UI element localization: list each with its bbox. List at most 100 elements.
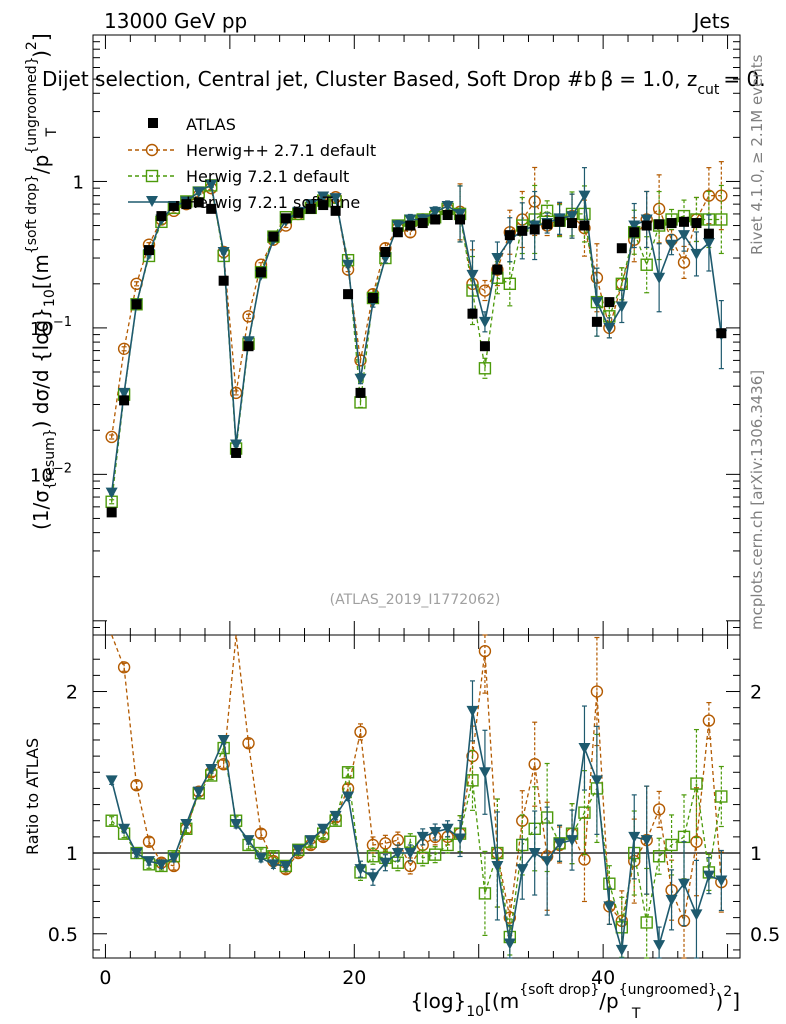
atlas-data-point — [330, 205, 341, 216]
ratio-y-tick-label-right: 2 — [750, 682, 762, 704]
title-tail: = 0. — [723, 67, 765, 91]
softtune-point — [478, 316, 491, 328]
softtune-point — [678, 878, 691, 890]
atlas-data-point — [679, 216, 690, 227]
atlas-data-point — [355, 387, 366, 398]
ratio-y-tick-label-left: 2 — [66, 682, 78, 704]
ratio-y-tick-label-left: 0.5 — [48, 924, 78, 946]
ratio-y-tick-label-left: 1 — [66, 843, 78, 865]
herwig72-point — [416, 851, 429, 865]
atlas-data-point — [143, 245, 154, 256]
softtune-point — [205, 179, 218, 191]
softtune-point — [230, 439, 243, 451]
softtune-point — [391, 220, 404, 232]
softtune-point — [217, 734, 230, 746]
herwig72-point — [665, 838, 678, 852]
mcplots-label: mcplots.cern.ch [arXiv:1306.3436] — [748, 370, 766, 630]
ratio-axis-ticks: 0.5 0.51 12 20 20 40 — [48, 635, 780, 989]
herwigpp-point — [217, 758, 230, 771]
softtune-point — [715, 875, 728, 887]
herwigpp-point — [242, 737, 255, 750]
softtune-point — [478, 767, 491, 779]
softtune-point — [503, 938, 516, 950]
atlas-data-point — [131, 299, 142, 310]
legend-marker-softtune — [146, 196, 158, 207]
category-label: Jets — [692, 9, 730, 33]
herwig72-point — [652, 850, 666, 863]
softtune-point — [628, 220, 641, 232]
atlas-data-point — [554, 216, 565, 227]
herwigpp-point — [578, 853, 591, 866]
softtune-point — [279, 860, 292, 872]
softtune-point — [192, 186, 205, 198]
atlas-data-point — [305, 203, 316, 214]
softtune-point — [454, 208, 467, 220]
softtune-point — [329, 810, 342, 822]
atlas-data-point — [616, 243, 627, 254]
main-y-tick-label: 10−1 — [30, 315, 72, 340]
softtune-point — [317, 823, 330, 835]
atlas-data-point — [255, 267, 266, 278]
softtune-point — [242, 835, 255, 847]
ratio-y-axis-label: Ratio to ATLAS — [23, 738, 42, 855]
softtune-point — [640, 214, 653, 226]
atlas-data-point — [629, 227, 640, 238]
softtune-point — [615, 944, 628, 956]
herwig72-point — [640, 258, 653, 271]
softtune-point — [142, 856, 155, 868]
x-tick-label: 20 — [342, 967, 366, 989]
atlas-data-point — [654, 219, 665, 230]
atlas-data-point — [106, 507, 117, 518]
softtune-point — [354, 864, 367, 876]
softtune-point — [702, 237, 715, 249]
legend-marker-atlas — [148, 118, 158, 128]
atlas-data-point — [430, 214, 441, 225]
softtune-point — [429, 827, 442, 839]
atlas-data-point — [567, 218, 578, 229]
atlas-data-point — [591, 316, 602, 327]
herwig72-point — [105, 814, 118, 827]
x-tick-label: 0 — [99, 967, 111, 989]
atlas-data-point — [504, 230, 515, 241]
herwigpp-point — [528, 758, 541, 771]
softtune-point — [105, 487, 118, 499]
herwig72-point — [341, 766, 355, 779]
softtune-point — [217, 246, 230, 258]
softtune-point — [404, 214, 417, 226]
softtune-point — [192, 786, 205, 798]
atlas-data-point — [641, 220, 652, 231]
softtune-point — [615, 301, 628, 313]
atlas-data-point — [367, 293, 378, 304]
herwigpp-point — [702, 714, 716, 727]
herwigpp-point — [130, 778, 143, 792]
herwig72-point — [615, 277, 628, 291]
softtune-point — [254, 852, 267, 864]
softtune-point — [354, 373, 367, 385]
softtune-point — [466, 705, 479, 717]
softtune-point — [516, 864, 529, 876]
legend-marker-herwigpp — [145, 143, 159, 157]
legend: ATLAS Herwig++ 2.7.1 default Herwig 7.2.… — [128, 115, 376, 212]
softtune-point — [603, 901, 616, 913]
softtune-point — [292, 844, 305, 856]
herwigpp-point — [142, 835, 156, 848]
main-y-tick-label: 10−2 — [30, 461, 72, 486]
atlas-data-point — [231, 447, 242, 458]
herwigpp-point — [590, 685, 604, 698]
atlas-data-point — [380, 246, 391, 257]
atlas-data-point — [691, 218, 702, 229]
softtune-point — [429, 206, 442, 218]
series-line — [110, 183, 723, 493]
herwig72-point — [503, 277, 517, 291]
softtune-point — [578, 190, 591, 202]
atlas-data-point — [206, 203, 217, 214]
softtune-point — [379, 857, 392, 869]
herwigpp-point — [242, 310, 255, 323]
series-line — [111, 187, 722, 438]
title-suffix: = 1.0, z — [619, 67, 697, 91]
softtune-point — [702, 870, 715, 882]
atlas-data-point — [417, 218, 428, 229]
atlas-data-point — [156, 211, 167, 222]
softtune-point — [491, 860, 504, 872]
main-y-axis-label: (1/σ{resum}) dσ/d {log}10[(m{soft drop}/… — [24, 33, 60, 530]
